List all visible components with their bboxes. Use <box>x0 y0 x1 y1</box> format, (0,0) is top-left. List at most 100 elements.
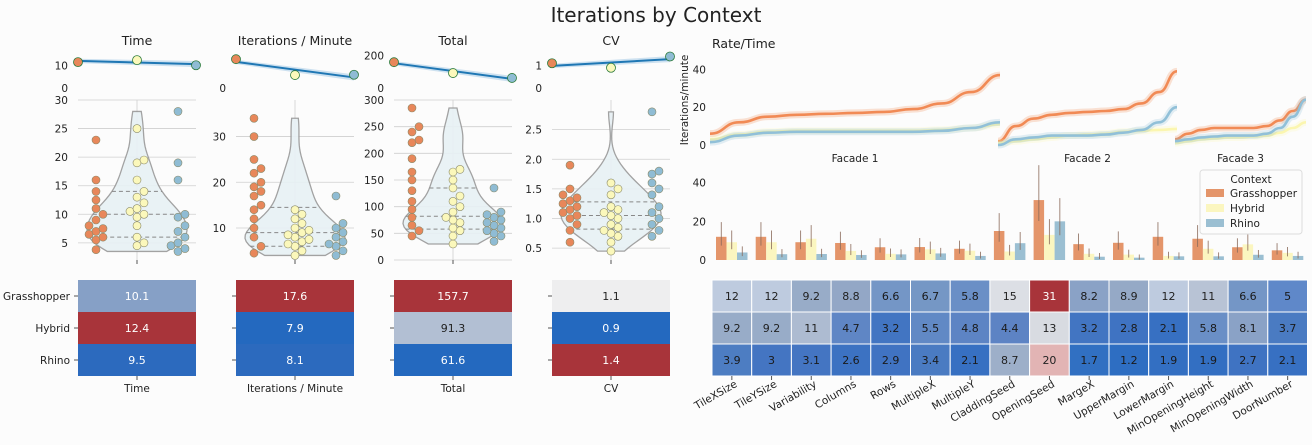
facade-label: Facade 3 <box>1217 153 1264 165</box>
legend-label: Grasshopper <box>1230 188 1298 200</box>
rhino-point <box>647 208 657 217</box>
rhino-point <box>338 237 348 247</box>
param-heatmap-cell <box>1068 279 1110 313</box>
param-heatmap-cell <box>1227 279 1269 313</box>
grasshopper-point <box>407 197 417 206</box>
parameter-bar-chart: 40 20 0 Context Grasshopper Hybrid Rhino <box>693 165 1304 267</box>
hybrid-point <box>304 235 314 244</box>
legend-swatch <box>1206 219 1224 227</box>
hybrid-point <box>139 198 149 208</box>
param-heatmap-cell <box>1267 343 1309 377</box>
rhino-point <box>654 166 664 176</box>
grasshopper-point <box>407 154 417 163</box>
hybrid-point <box>297 209 307 219</box>
grasshopper-point <box>249 155 259 164</box>
param-heatmap-value: 3.9 <box>723 354 741 367</box>
trend-point <box>547 58 557 69</box>
grasshopper-point <box>414 135 424 145</box>
param-heatmap-cell <box>751 311 792 345</box>
grasshopper-bar <box>1271 250 1283 260</box>
heatmap-cell <box>78 280 196 312</box>
grasshopper-point <box>98 232 108 242</box>
grasshopper-rate-line <box>1174 98 1307 141</box>
rhino-point <box>647 231 657 241</box>
hybrid-point <box>606 202 616 211</box>
grasshopper-point <box>256 241 266 251</box>
rhino-point <box>496 207 506 217</box>
grasshopper-point <box>249 205 259 215</box>
violin-body <box>244 117 346 257</box>
grasshopper-bar <box>914 247 925 260</box>
metric-panel: Total2000300250200150100500157.791.361.6… <box>364 33 517 395</box>
grasshopper-bar <box>755 236 767 260</box>
violin-ytick-label: 30 <box>213 132 226 144</box>
hybrid-point <box>448 183 458 193</box>
hybrid-point <box>290 251 300 260</box>
hybrid-bar <box>1004 251 1015 260</box>
grasshopper-point <box>98 209 108 219</box>
rhino-point <box>173 227 183 236</box>
grasshopper-point <box>414 226 424 235</box>
grasshopper-point <box>249 214 259 224</box>
bar-legend: Context Grasshopper Hybrid Rhino <box>1199 169 1303 235</box>
param-heatmap-value: 9.2 <box>763 322 781 335</box>
hybrid-point <box>455 165 465 174</box>
trend-line <box>235 60 355 79</box>
hybrid-point <box>290 223 300 233</box>
hybrid-point <box>132 204 142 213</box>
heatmap-value: 0.9 <box>602 322 620 335</box>
trend-point <box>389 57 399 68</box>
hybrid-bar <box>964 250 976 260</box>
grasshopper-point <box>407 175 417 185</box>
hybrid-point <box>448 231 458 241</box>
hybrid-point <box>139 238 149 248</box>
legend-swatch <box>1206 204 1224 212</box>
heatmap-value: 17.6 <box>283 290 308 303</box>
metric-panel-title: Time <box>121 33 153 48</box>
hybrid-point <box>448 223 458 233</box>
legend-label: Hybrid <box>1230 203 1265 215</box>
trend-ytick-label: 0 <box>219 83 226 95</box>
hybrid-point <box>606 246 616 256</box>
metric-panel-title: CV <box>602 33 620 48</box>
param-heatmap-cell <box>989 311 1031 345</box>
grasshopper-bar <box>716 236 727 260</box>
hybrid-point <box>455 191 465 201</box>
bar-ytick-label: 40 <box>693 178 706 190</box>
hybrid-point <box>132 175 142 185</box>
heatmap-value: 12.4 <box>125 322 150 335</box>
grasshopper-point <box>407 221 417 230</box>
rhino-rate-line <box>1174 98 1307 143</box>
grasshopper-point <box>84 221 94 231</box>
grasshopper-point <box>572 202 582 211</box>
grasshopper-point <box>572 211 582 220</box>
metric-panel-title: Iterations / Minute <box>238 33 353 48</box>
hybrid-point <box>613 184 623 194</box>
heatmap-cell <box>552 312 670 344</box>
grasshopper-bar <box>1192 238 1203 260</box>
rate-ylabel: Iterations/minute <box>679 55 691 146</box>
grasshopper-bar <box>1033 200 1045 260</box>
rhino-point <box>482 210 492 219</box>
trend-line <box>551 58 671 67</box>
param-heatmap-value: 2.1 <box>961 354 979 367</box>
hybrid-point <box>448 175 458 185</box>
violin-ytick-label: 200 <box>364 148 384 160</box>
rhino-point <box>654 202 664 211</box>
param-heatmap-cell <box>1029 343 1070 377</box>
param-heatmap-cell <box>870 343 911 377</box>
grasshopper-bar <box>795 242 806 260</box>
param-heatmap-value: 2.1 <box>1160 322 1178 335</box>
grasshopper-point <box>407 186 417 195</box>
rhino-bar <box>1014 243 1026 260</box>
grasshopper-point <box>407 231 417 241</box>
hybrid-point <box>455 202 465 211</box>
rhino-point <box>331 232 341 242</box>
hybrid-point <box>132 192 142 202</box>
param-heatmap-cell <box>949 279 991 313</box>
heatmap-cell <box>552 344 670 376</box>
grasshopper-point <box>256 164 266 173</box>
grasshopper-bar <box>835 242 846 260</box>
rate-ytick-label: 20 <box>693 102 706 114</box>
